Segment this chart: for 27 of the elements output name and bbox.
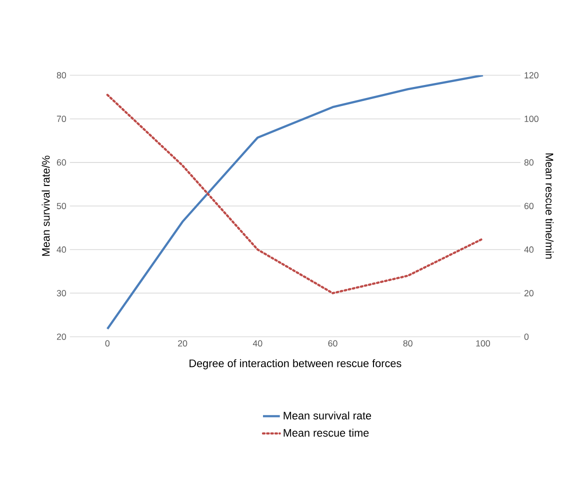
- legend-label: Mean rescue time: [284, 428, 369, 437]
- x-tick-label: 80: [403, 340, 412, 346]
- x-tick-label: 100: [476, 340, 490, 346]
- y2-axis-title: Mean rescue time/min: [546, 153, 554, 259]
- line-series: [106, 94, 484, 294]
- x-tick-label: 0: [105, 340, 110, 346]
- legend-label: Mean survival rate: [284, 411, 372, 420]
- y-tick-label: 70: [56, 116, 66, 122]
- y2-tick-label: 80: [524, 159, 534, 166]
- y-axis-title: Mean survival rate/%: [42, 156, 50, 256]
- x-tick-label: 60: [328, 340, 338, 346]
- y-tick-label: 30: [56, 290, 66, 296]
- y-tick-label: 60: [56, 159, 66, 166]
- y2-tick-label: 100: [524, 116, 538, 122]
- y-tick-label: 50: [56, 202, 66, 210]
- line-series: [106, 75, 484, 330]
- y2-tick-label: 20: [524, 290, 534, 296]
- y-tick-label: 80: [56, 72, 66, 78]
- x-axis-title: Degree of interaction between rescue forces: [190, 359, 402, 370]
- y-tick-label: 20: [56, 333, 66, 340]
- y2-tick-label: 0: [524, 333, 529, 340]
- y2-tick-label: 120: [524, 72, 538, 78]
- x-tick-label: 40: [252, 340, 262, 346]
- y-tick-label: 40: [56, 246, 66, 253]
- y2-tick-label: 60: [524, 202, 534, 210]
- x-tick-label: 20: [178, 340, 188, 346]
- y2-tick-label: 40: [524, 246, 534, 253]
